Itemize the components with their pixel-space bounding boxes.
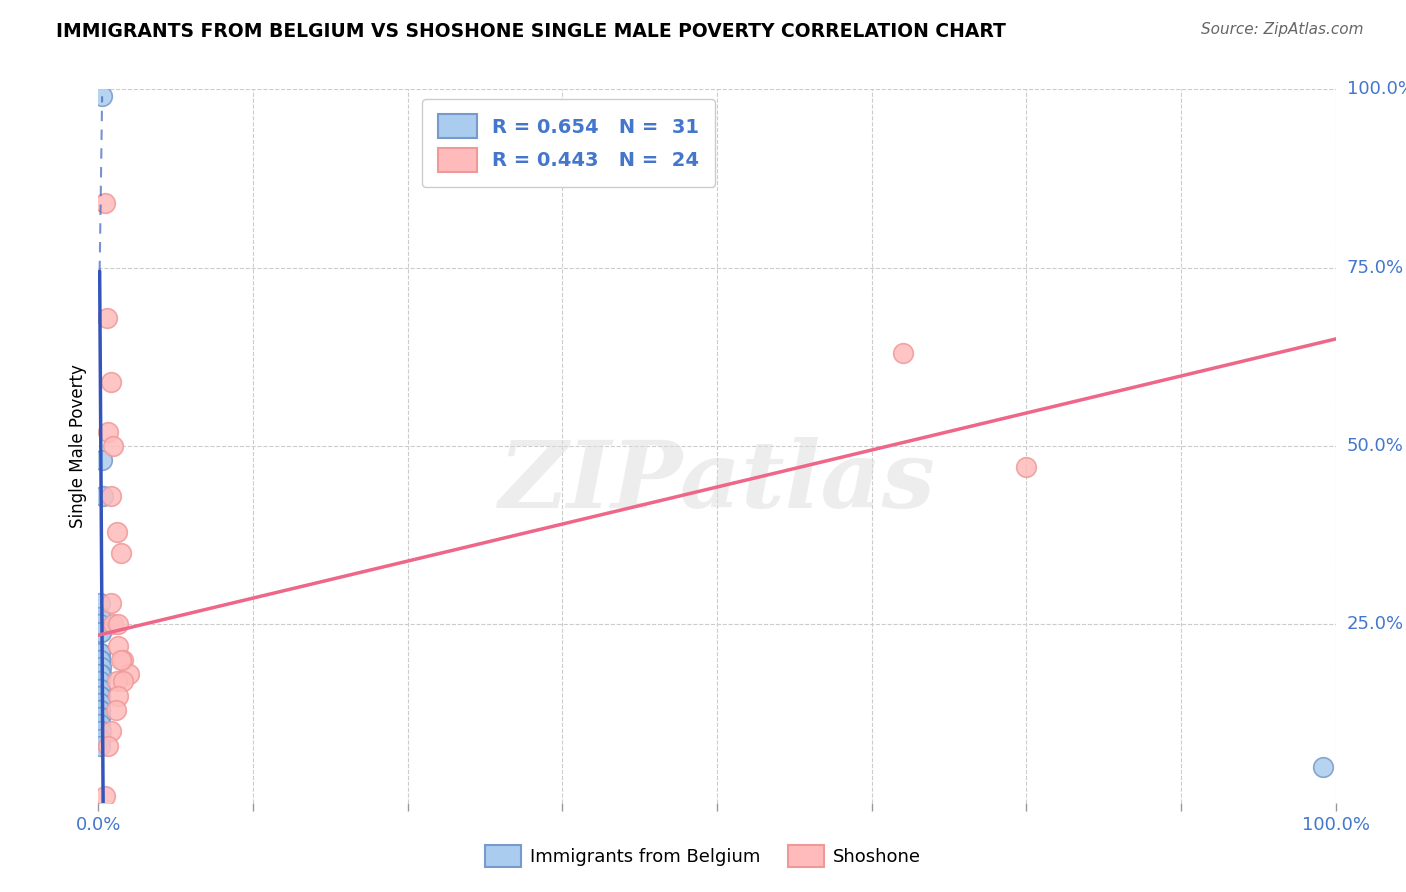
Point — [118, 667, 141, 681]
Point — [97, 739, 120, 753]
Point — [112, 653, 135, 667]
Point — [89, 596, 111, 610]
Point — [89, 617, 111, 632]
Text: 100.0%: 100.0% — [1347, 80, 1406, 98]
Point — [1312, 760, 1334, 774]
Text: IMMIGRANTS FROM BELGIUM VS SHOSHONE SINGLE MALE POVERTY CORRELATION CHART: IMMIGRANTS FROM BELGIUM VS SHOSHONE SING… — [56, 22, 1007, 41]
Point — [107, 689, 129, 703]
Text: ZIPatlas: ZIPatlas — [499, 437, 935, 526]
Point — [89, 696, 111, 710]
Point — [89, 646, 111, 660]
Y-axis label: Single Male Poverty: Single Male Poverty — [69, 364, 87, 528]
Text: 75.0%: 75.0% — [1347, 259, 1405, 277]
Point — [89, 681, 111, 696]
Point — [107, 617, 129, 632]
Point — [89, 703, 111, 717]
Point — [105, 524, 128, 539]
Point — [89, 731, 111, 746]
Point — [89, 674, 111, 689]
Point — [103, 439, 125, 453]
Legend: Immigrants from Belgium, Shoshone: Immigrants from Belgium, Shoshone — [478, 838, 928, 874]
Point — [90, 667, 112, 681]
Point — [100, 375, 122, 389]
Point — [89, 703, 111, 717]
Point — [90, 724, 112, 739]
Point — [93, 196, 115, 211]
Point — [90, 660, 112, 674]
Legend: R = 0.654   N =  31, R = 0.443   N =  24: R = 0.654 N = 31, R = 0.443 N = 24 — [422, 99, 714, 187]
Point — [89, 653, 111, 667]
Point — [100, 489, 122, 503]
Point — [97, 425, 120, 439]
Point — [89, 681, 111, 696]
Point — [93, 489, 115, 503]
Point — [89, 710, 111, 724]
Point — [112, 674, 135, 689]
Point — [93, 789, 115, 803]
Text: 25.0%: 25.0% — [1347, 615, 1405, 633]
Point — [110, 653, 132, 667]
Point — [89, 610, 111, 624]
Point — [891, 346, 914, 360]
Point — [89, 646, 111, 660]
Point — [96, 310, 118, 325]
Point — [89, 689, 111, 703]
Point — [89, 653, 111, 667]
Point — [90, 624, 112, 639]
Point — [89, 696, 111, 710]
Point — [89, 689, 111, 703]
Point — [91, 453, 114, 467]
Point — [1015, 460, 1038, 475]
Point — [107, 639, 129, 653]
Point — [104, 703, 127, 717]
Point — [89, 710, 111, 724]
Text: 50.0%: 50.0% — [1347, 437, 1403, 455]
Point — [89, 739, 111, 753]
Point — [91, 89, 114, 103]
Text: Source: ZipAtlas.com: Source: ZipAtlas.com — [1201, 22, 1364, 37]
Point — [100, 596, 122, 610]
Point — [89, 667, 111, 681]
Point — [103, 617, 125, 632]
Point — [90, 624, 112, 639]
Point — [89, 717, 111, 731]
Point — [100, 724, 122, 739]
Point — [105, 674, 128, 689]
Point — [110, 546, 132, 560]
